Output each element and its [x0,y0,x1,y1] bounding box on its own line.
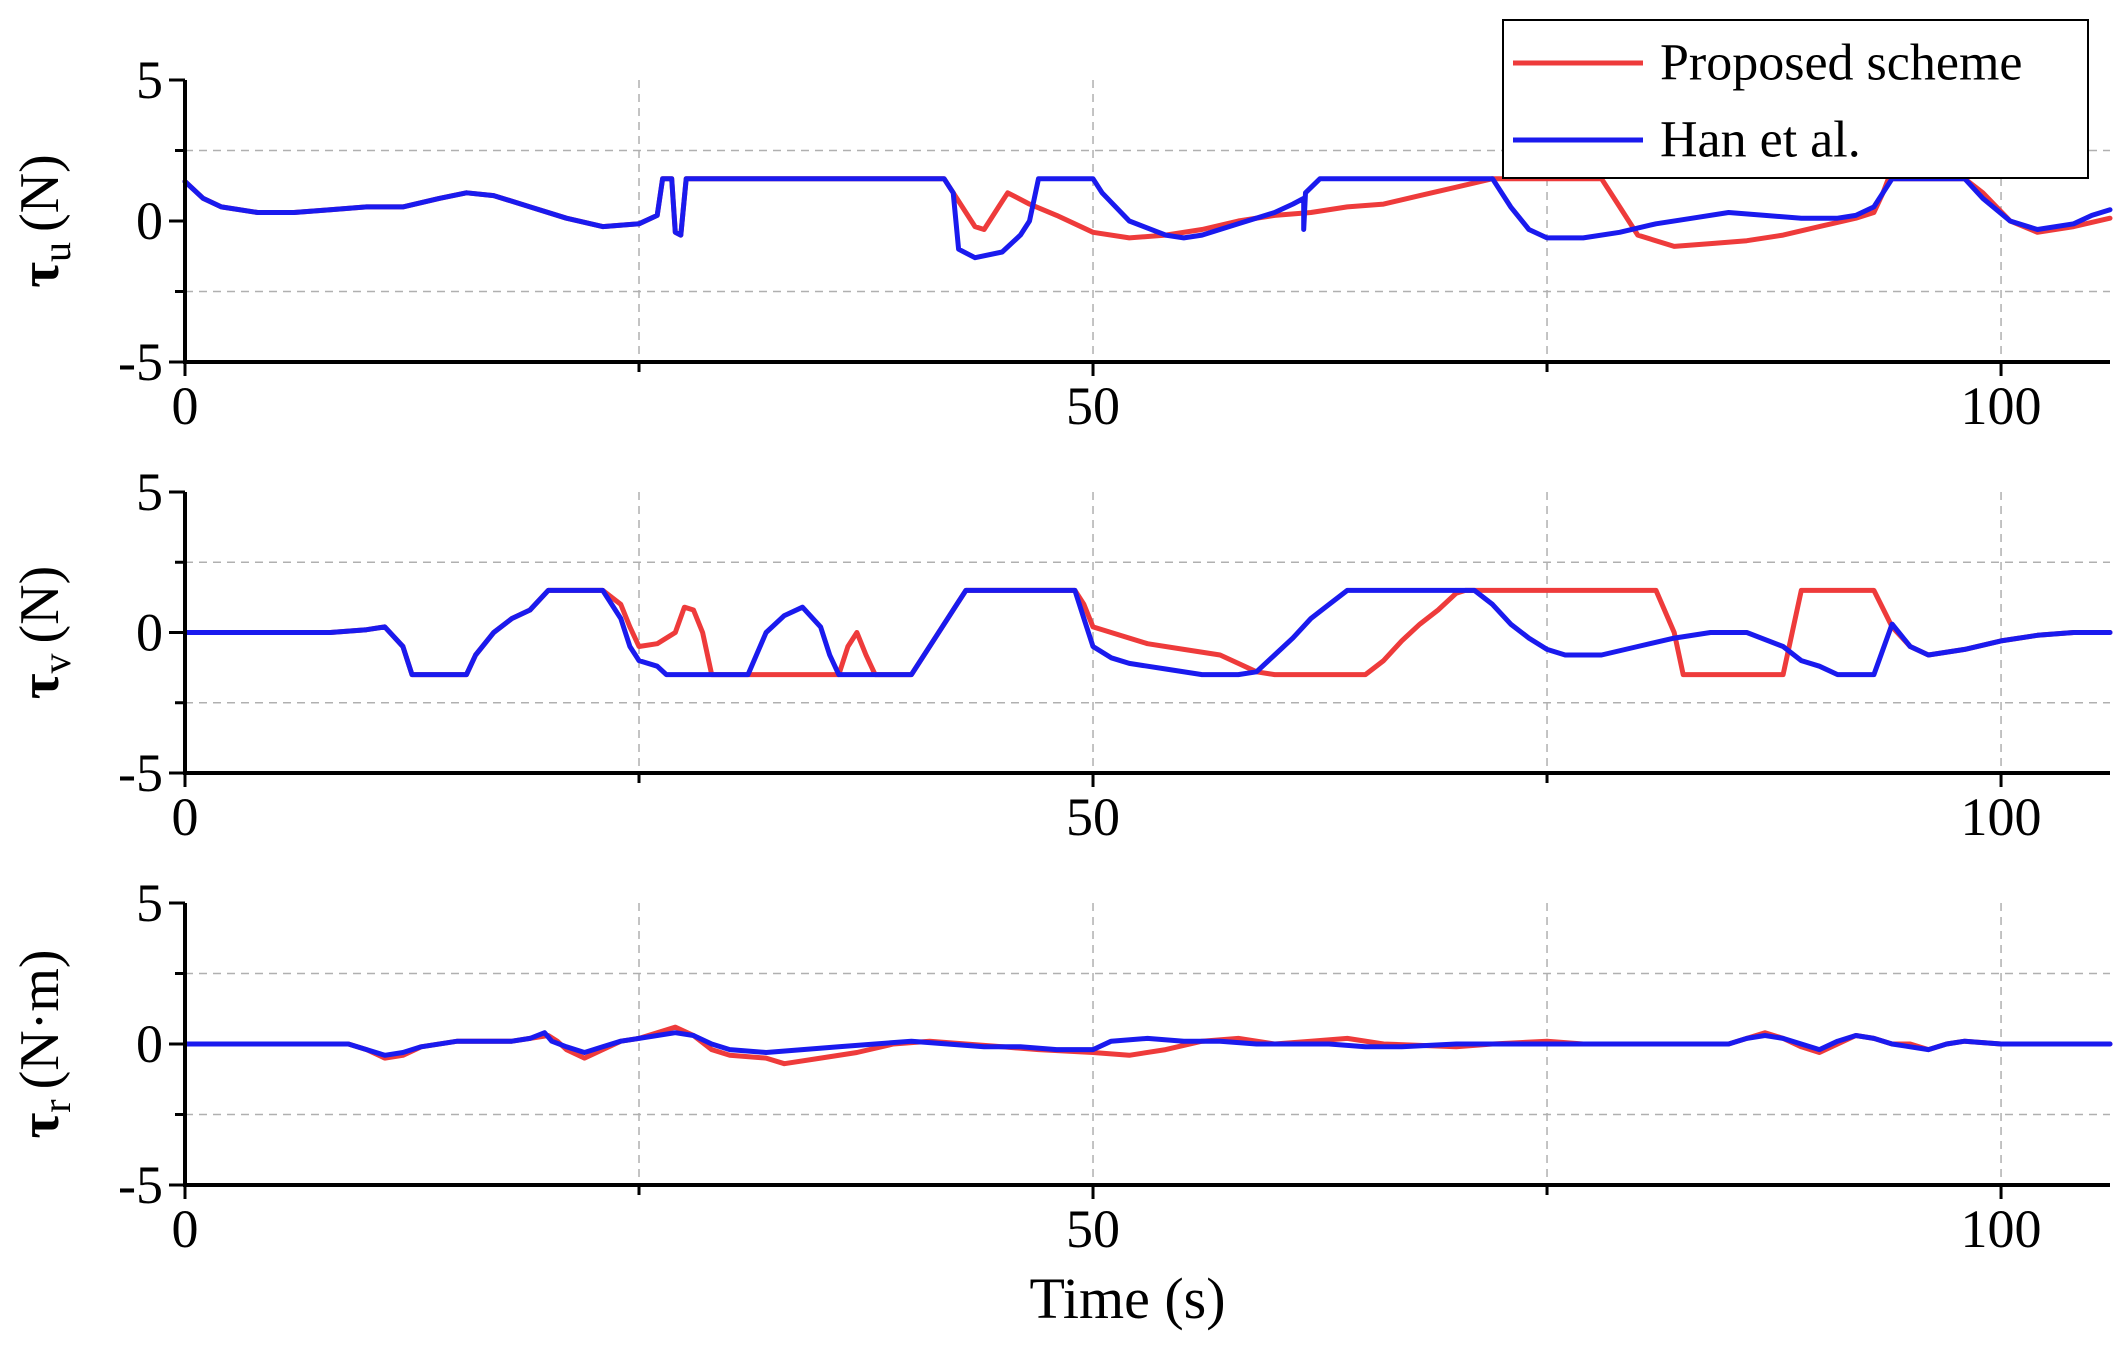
x-tick-label: 50 [1066,1199,1120,1259]
y-tick-label: 5 [136,462,163,522]
x-tick-label: 50 [1066,787,1120,847]
series-line-han [182,176,2113,261]
series-line-han [182,587,2113,678]
x-axis-label: Time (s) [1029,1266,1225,1331]
y-tick-label: 0 [136,191,163,251]
series-line-proposed [182,176,2113,249]
x-tick-label: 100 [1961,376,2042,436]
x-tick-label: 0 [172,376,199,436]
y-axis-label: τu(N) [9,154,79,288]
x-tick-label: 50 [1066,376,1120,436]
y-axis-label: τr(N·m) [9,949,79,1138]
legend: Proposed scheme Han et al. [1502,19,2089,179]
x-tick-label: 100 [1961,787,2042,847]
y-tick-label: -5 [118,332,163,392]
y-tick-label: -5 [118,1155,163,1215]
legend-box [1502,19,2089,179]
x-tick-label: 0 [172,1199,199,1259]
x-tick-label: 100 [1961,1199,2042,1259]
x-tick-label: 0 [172,787,199,847]
series-line-han [182,1030,2113,1058]
y-tick-label: 5 [136,50,163,110]
y-tick-label: 0 [136,1014,163,1074]
series-line-proposed [182,1024,2113,1067]
legend-label: Proposed scheme [1660,35,2022,92]
y-tick-label: 0 [136,603,163,663]
y-tick-label: 5 [136,873,163,933]
y-axis-label: τv(N) [9,566,79,700]
legend-label: Han et al. [1660,112,1861,169]
y-tick-label: -5 [118,743,163,803]
